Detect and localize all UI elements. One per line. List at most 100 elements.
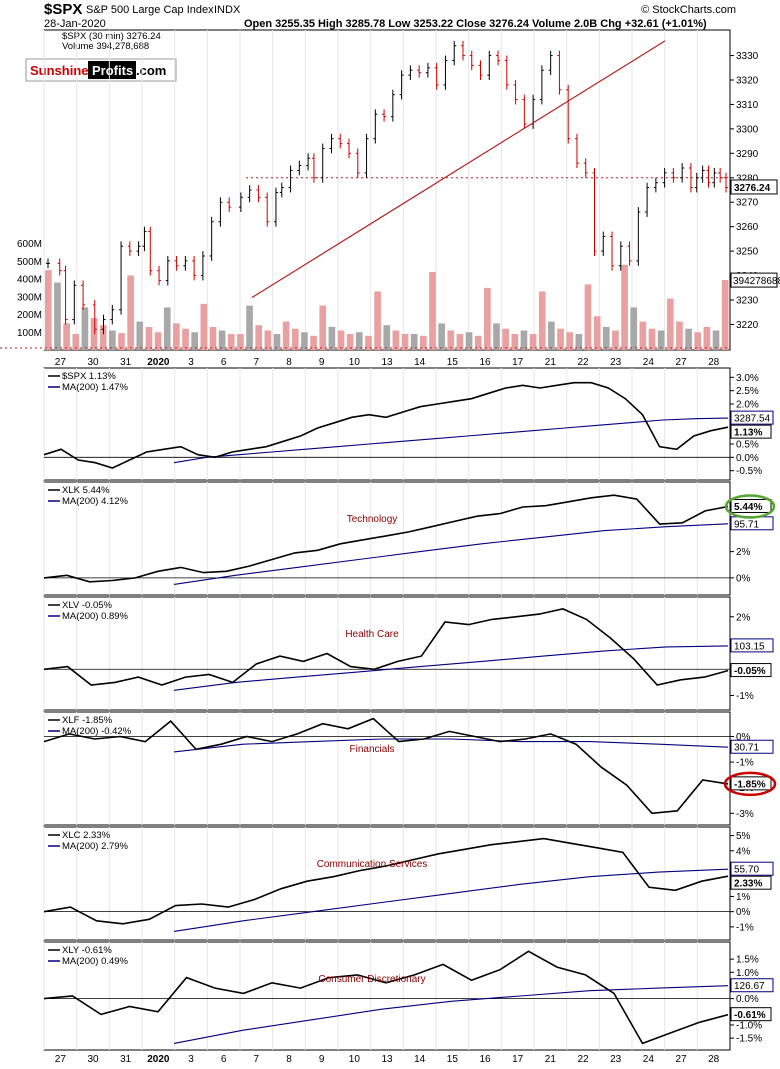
xlc-rel-y-tick-label: 0% [736,907,751,918]
volume-bar [218,330,226,350]
xly-rel-ma-legend-label: MA(200) 0.49% [62,956,129,967]
xlf-rel-series-line [43,717,729,815]
volume-bar [502,328,509,350]
xly-rel-title: Consumer Discretionary [318,974,425,985]
xlk-highlight-ellipse [724,494,776,519]
x-tick-label: 27 [55,357,67,368]
x-tick-label: 15 [447,357,459,368]
x-tick-label: 6 [221,1054,227,1065]
volume-tick-label: 300M [17,292,42,303]
volume-bar [685,328,692,350]
xlf-rel-panel: 0%-1%-2%-3%XLF -1.85%MA(200) -0.42%Finan… [43,715,777,820]
panel-frame-5 [43,826,731,941]
volume-bar [209,326,217,350]
xly-rel-ma-line [173,985,729,1044]
volume-bar [273,334,281,350]
volume-bar [529,334,537,350]
volume-tick-label: 200M [17,310,42,321]
x-tick-label: 30 [87,357,99,368]
volume-bar [346,334,354,350]
close-price-label: 3276.24 [734,183,771,194]
volume-bar [511,334,519,350]
x-tick-label: 7 [254,1054,260,1065]
x-tick-label: 22 [577,1054,589,1065]
x-tick-label: 21 [545,357,557,368]
volume-bar [200,303,208,350]
xlc-rel-panel: 5%4%3%2%1%0%-1%XLC 2.33%MA(200) 2.79%Com… [43,830,774,933]
price-legend: $SPX (30 min) 3276.24 [62,31,161,42]
volume-bar [648,328,656,350]
x-tick-label: 13 [381,1054,393,1065]
xlf-rel-y-tick-label: 0% [736,732,751,743]
xly-rel-y-tick-label: 1.0% [736,968,759,979]
price-panel: 3220323032403250326032703280329033003310… [0,40,780,350]
x-tick-label: 24 [643,1054,655,1065]
xly-rel-value-tag: -0.61% [734,1010,766,1021]
volume-value-box [730,272,778,288]
volume-bar [566,332,574,350]
xly-rel-y-tick-label: -1.0% [736,1020,762,1031]
volume-bar [145,326,153,350]
volume-bar [639,321,647,350]
x-tick-label: 23 [610,1054,622,1065]
x-tick-label: 31 [120,357,132,368]
x-tick-label: 30 [87,1054,99,1065]
volume-tick-label: 500M [17,257,42,268]
xlc-rel-y-tick-label: 1% [736,892,751,903]
x-tick-label: 14 [414,357,426,368]
xly-rel-series-line [43,950,729,1045]
xlv-rel-title: Health Care [345,629,399,640]
xlk-rel-value-tag: 5.44% [734,502,762,513]
logo-part-2: Profits [92,63,133,78]
x-tick-label: 16 [479,357,491,368]
xlk-rel-y-tick-label: 0% [736,573,751,584]
spx-rel-y-tick-label: 2.0% [736,400,759,411]
spx-rel-value-tag-box [730,424,772,439]
xlv-rel-y-tick-label: -1% [736,691,754,702]
xlv-rel-value-tag: -0.05% [734,666,766,677]
x-tick-label: 2020 [147,1054,170,1065]
volume-bar [602,326,610,350]
chart-panels: 3220323032403250326032703280329033003310… [0,29,780,1051]
symbol-title: $SPX [44,1,82,18]
x-axis-bottom: 27 30 31 2020 3 6 7 8 9 10 13 14 15 16 17 21 22 23 24 27 28 [55,1054,720,1065]
close-price-box [730,179,778,195]
spx-rel-y-tick-label: 0.0% [736,453,759,464]
spx-rel-ma-tag: 3287.54 [734,414,771,425]
x-tick-label: 13 [381,357,393,368]
volume-bar [392,330,400,350]
xlc-rel-ma-legend-label: MA(200) 2.79% [62,841,129,852]
volume-bar [163,307,171,350]
spx-rel-ma-line [173,417,729,464]
volume-bar [227,334,235,350]
volume-bar [429,271,436,350]
x-tick-label: 23 [610,357,622,368]
xlf-rel-y-tick-label: -3% [736,809,754,820]
x-tick-label: 17 [512,1054,524,1065]
xlv-rel-panel: 2%1%0%-1%XLV -0.05%MA(200) 0.89%Health C… [43,600,774,702]
xlk-rel-ma-legend-label: MA(200) 4.12% [62,496,129,507]
trend-line [251,40,666,299]
exchange-label: INDX [214,4,241,16]
price-y-tick-label: 3270 [736,198,759,209]
x-tick-label: 16 [479,1054,491,1065]
x-tick-label: 3 [188,357,194,368]
volume-bar [493,323,500,350]
xlv-rel-ma-tag: 103.15 [734,641,765,652]
xlf-rel-legend-label: XLF -1.85% [62,715,113,726]
volume-tick-label: 400M [17,275,42,286]
spx-rel-value-tag: 1.13% [734,428,762,439]
volume-bar [264,330,272,350]
xlk-rel-ma-tag: 95.71 [734,519,759,530]
price-y-tick-label: 3290 [736,149,759,160]
volume-bar [438,323,445,350]
volume-bar [694,332,702,350]
panel-frame-6 [43,941,731,1051]
x-tick-label: 3 [188,1054,194,1065]
x-tick-label: 10 [349,1054,361,1065]
volume-bar [703,326,711,350]
volume-bar [538,291,546,350]
price-y-tick-label: 3280 [736,173,759,184]
xlf-rel-value-tag-box [730,776,772,791]
